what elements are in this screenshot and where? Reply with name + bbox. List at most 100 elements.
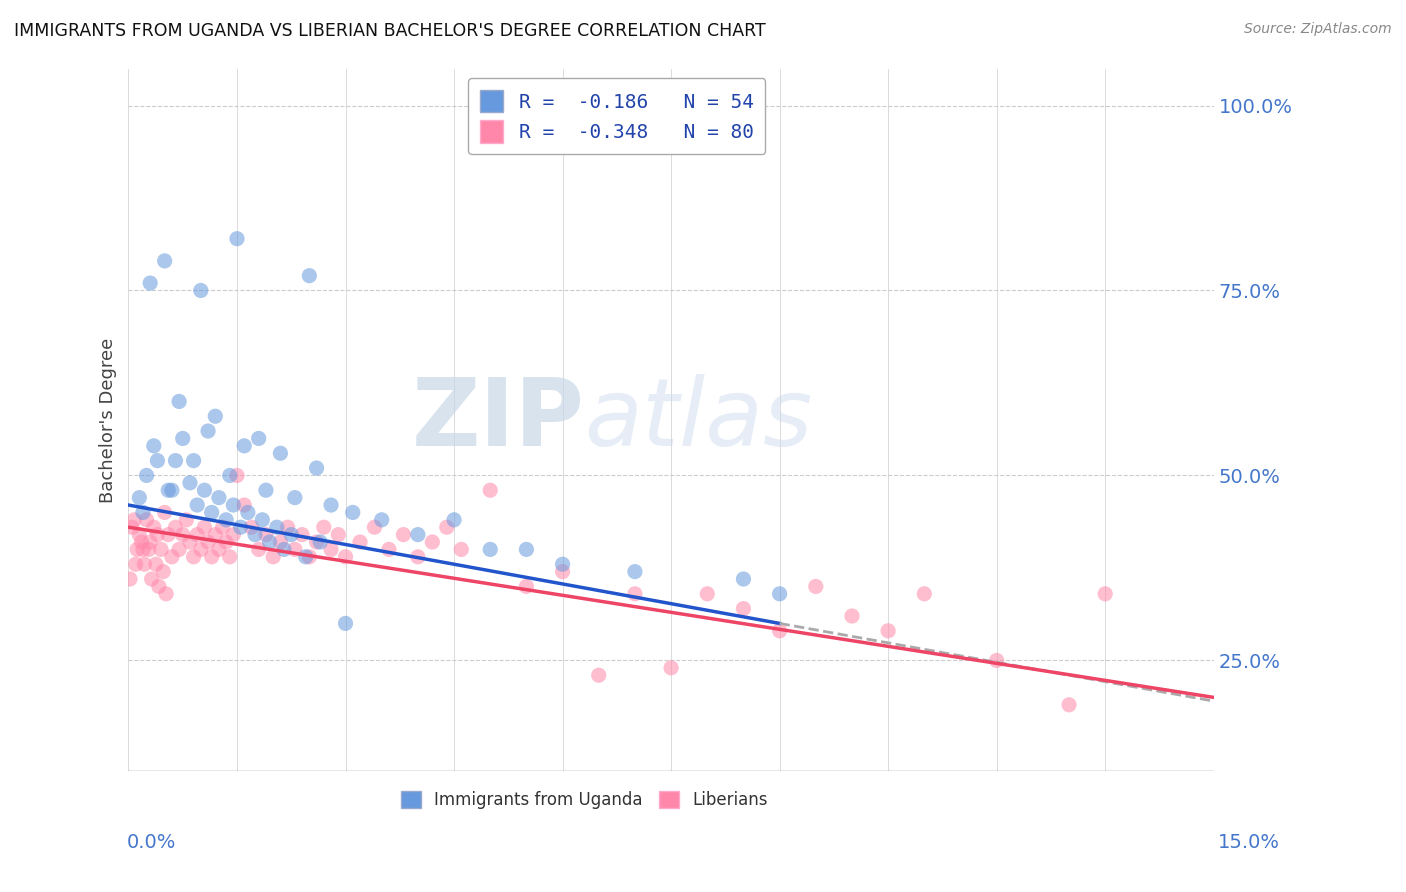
Point (122, 513, 145, 527)
Text: atlas: atlas (585, 375, 813, 466)
Point (551, 558, 574, 572)
Point (139, 276, 162, 290)
Point (146, 527, 169, 541)
Point (986, 653, 1008, 667)
Point (236, 505, 259, 519)
Text: Source: ZipAtlas.com: Source: ZipAtlas.com (1244, 22, 1392, 37)
Point (197, 535, 219, 549)
Point (266, 520, 288, 534)
Point (152, 565, 174, 579)
Point (197, 424, 219, 438)
Point (118, 572, 141, 586)
Point (309, 535, 332, 549)
Point (298, 549, 321, 564)
Point (841, 609, 863, 624)
Point (135, 513, 157, 527)
Point (1057, 698, 1080, 712)
Text: 15.0%: 15.0% (1218, 833, 1279, 853)
Point (269, 446, 291, 460)
Point (186, 498, 208, 512)
Point (912, 587, 935, 601)
Point (172, 527, 194, 541)
Point (420, 535, 443, 549)
Point (226, 468, 249, 483)
Point (406, 527, 429, 541)
Point (176, 513, 198, 527)
Point (121, 520, 143, 534)
Point (128, 527, 150, 541)
Point (204, 409, 226, 424)
Point (305, 535, 328, 549)
Point (363, 520, 385, 534)
Point (193, 520, 215, 534)
Point (218, 549, 240, 564)
Point (349, 535, 371, 549)
Point (186, 527, 208, 541)
Point (165, 520, 187, 534)
Point (768, 624, 790, 638)
Point (243, 527, 266, 541)
Point (222, 527, 245, 541)
Point (262, 549, 284, 564)
Point (208, 491, 231, 505)
Point (222, 498, 245, 512)
Point (160, 483, 183, 498)
Point (183, 549, 205, 564)
Point (153, 253, 176, 268)
Point (201, 549, 224, 564)
Point (450, 542, 472, 557)
Point (319, 542, 342, 557)
Point (294, 549, 316, 564)
Point (659, 661, 682, 675)
Point (125, 558, 148, 572)
Point (877, 624, 900, 638)
Point (252, 513, 274, 527)
Point (515, 579, 537, 593)
Point (172, 432, 194, 446)
Point (211, 520, 233, 534)
Point (167, 394, 190, 409)
Point (157, 483, 180, 498)
Point (229, 520, 252, 534)
Point (328, 527, 350, 541)
Point (127, 542, 149, 557)
Point (226, 232, 249, 246)
Point (335, 616, 357, 631)
Point (134, 558, 156, 572)
Point (139, 535, 162, 549)
Text: IMMIGRANTS FROM UGANDA VS LIBERIAN BACHELOR'S DEGREE CORRELATION CHART: IMMIGRANTS FROM UGANDA VS LIBERIAN BACHE… (14, 22, 766, 40)
Point (145, 558, 167, 572)
Point (269, 535, 291, 549)
Point (551, 565, 574, 579)
Point (233, 498, 256, 512)
Point (370, 513, 392, 527)
Point (215, 513, 238, 527)
Point (208, 542, 231, 557)
Point (247, 542, 270, 557)
Point (179, 475, 201, 490)
Point (142, 439, 165, 453)
Point (479, 483, 502, 498)
Point (155, 587, 177, 601)
Point (179, 535, 201, 549)
Point (588, 668, 610, 682)
Point (696, 587, 718, 601)
Y-axis label: Bachelor's Degree: Bachelor's Degree (100, 337, 117, 502)
Point (254, 527, 277, 541)
Point (342, 505, 364, 519)
Point (312, 520, 335, 534)
Point (624, 587, 647, 601)
Point (259, 535, 281, 549)
Point (157, 527, 180, 541)
Point (193, 483, 215, 498)
Point (280, 527, 302, 541)
Point (1094, 587, 1116, 601)
Point (284, 542, 307, 557)
Point (204, 527, 226, 541)
Point (247, 432, 270, 446)
Point (804, 579, 827, 593)
Point (146, 453, 169, 467)
Point (277, 520, 299, 534)
Point (141, 572, 163, 586)
Point (142, 520, 165, 534)
